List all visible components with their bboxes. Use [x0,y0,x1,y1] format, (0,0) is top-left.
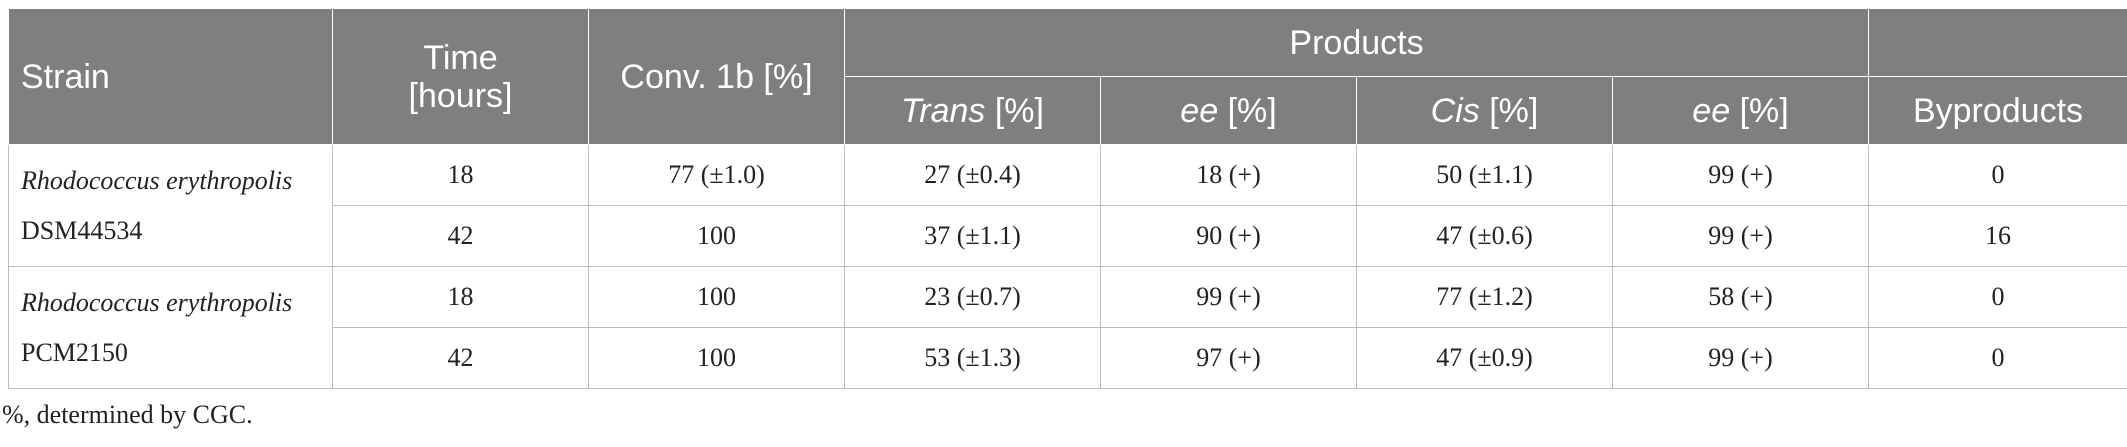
header-ee-cis-suffix: [%] [1730,91,1789,130]
cell-cis: 50 (±1.1) [1356,144,1613,206]
cell-time: 18 [332,266,589,328]
header-ee-trans: ee [%] [1100,76,1357,145]
results-table: Strain Time [hours] Conv. 1b [%] Product… [8,8,2127,389]
table-row: 42 100 53 (±1.3) 97 (+) 47 (±0.9) 99 (+)… [9,327,2127,389]
cell-cis: 47 (±0.9) [1356,327,1613,389]
header-cis-italic: Cis [1430,91,1480,130]
header-trans-italic: Trans [901,91,986,130]
strain-name: Rhodococcus erythropolis [21,165,293,195]
cell-ee-cis: 99 (+) [1612,327,1869,389]
cell-ee-trans: 18 (+) [1100,144,1357,206]
cell-time: 42 [332,205,589,267]
cell-ee-trans: 97 (+) [1100,327,1357,389]
cell-trans: 27 (±0.4) [844,144,1101,206]
header-time: Time [hours] [332,8,589,145]
table-footnote: %, determined by CGC. [2,400,253,429]
cell-time: 18 [332,144,589,206]
cell-trans: 53 (±1.3) [844,327,1101,389]
header-ee-cis-italic: ee [1692,91,1731,130]
cell-byproducts: 0 [1868,327,2127,389]
cell-byproducts: 0 [1868,266,2127,328]
cell-conversion: 77 (±1.0) [588,144,845,206]
header-byproducts: Byproducts [1868,76,2127,145]
cell-trans: 37 (±1.1) [844,205,1101,267]
cell-conversion: 100 [588,205,845,267]
cell-conversion: 100 [588,266,845,328]
table-row: Rhodococcus erythropolis DSM44534 18 77 … [8,144,2127,267]
header-ee-cis: ee [%] [1612,76,1869,145]
cell-time: 42 [332,327,589,389]
header-cis-suffix: [%] [1479,91,1539,130]
cell-cis: 47 (±0.6) [1356,205,1613,267]
header-strain: Strain [8,8,333,145]
header-trans-suffix: [%] [985,91,1044,130]
header-ee-trans-suffix: [%] [1218,91,1277,130]
header-products: Products [844,8,1869,77]
cell-ee-trans: 90 (+) [1100,205,1357,267]
cell-ee-cis: 58 (+) [1612,266,1869,328]
cell-ee-cis: 99 (+) [1612,144,1869,206]
cell-byproducts: 16 [1868,205,2127,267]
results-table-container: Strain Time [hours] Conv. 1b [%] Product… [8,8,2127,389]
cell-trans: 23 (±0.7) [844,266,1101,328]
strain-code: PCM2150 [21,337,128,367]
table-row: Rhodococcus erythropolis PCM2150 18 100 … [8,266,2127,389]
cell-cis: 77 (±1.2) [1356,266,1613,328]
cell-byproducts: 0 [1868,144,2127,206]
header-ee-trans-italic: ee [1180,91,1219,130]
header-time-line2: [hours] [408,76,513,115]
strain-code: DSM44534 [21,215,143,245]
header-trans: Trans [%] [844,76,1101,145]
cell-ee-cis: 99 (+) [1612,205,1869,267]
cell-conversion: 100 [588,327,845,389]
header-cis: Cis [%] [1356,76,1613,145]
cell-ee-trans: 99 (+) [1100,266,1357,328]
header-conversion: Conv. 1b [%] [588,8,845,145]
header-time-line1: Time [423,38,498,77]
header-blank [1868,8,2127,77]
strain-cell: Rhodococcus erythropolis PCM2150 [8,266,333,389]
strain-name: Rhodococcus erythropolis [21,287,293,317]
strain-cell: Rhodococcus erythropolis DSM44534 [8,144,333,267]
